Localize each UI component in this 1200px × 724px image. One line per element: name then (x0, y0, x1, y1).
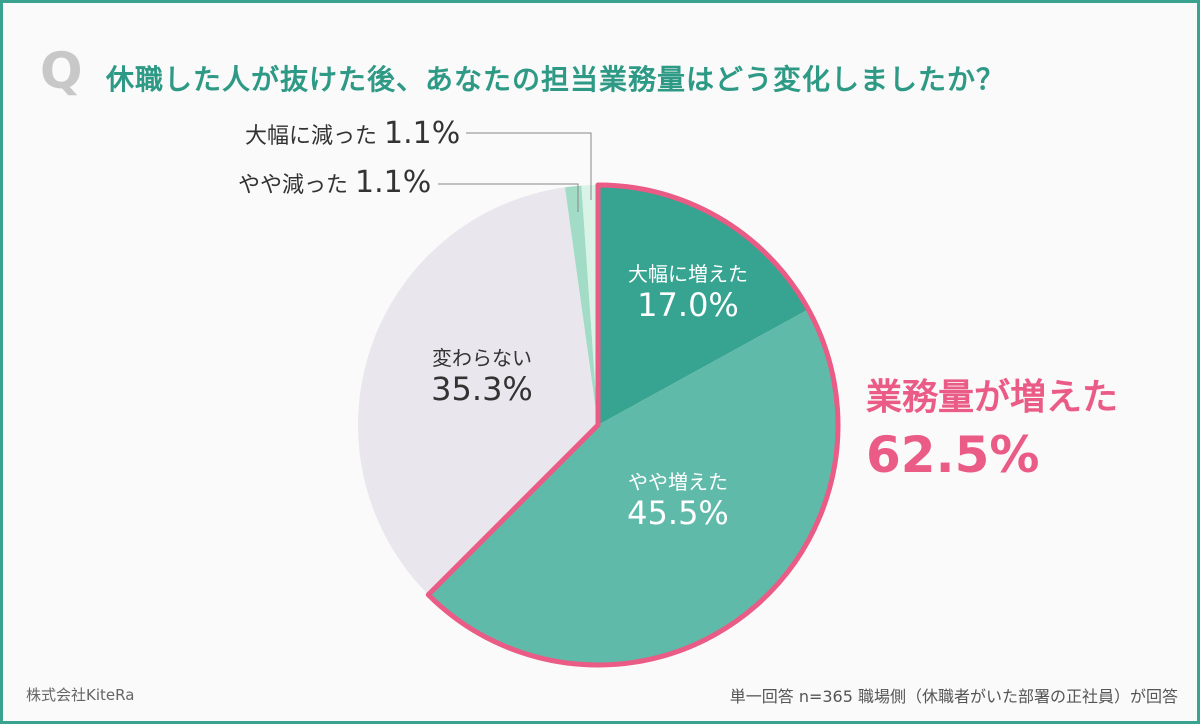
slice-label-0: 大幅に増えた 17.0% (598, 262, 778, 324)
question-mark-icon: Q (40, 42, 83, 100)
slice-name-4: 大幅に減った (245, 124, 378, 149)
survey-note: 単一回答 n=365 職場側（休職者がいた部署の正社員）が回答 (729, 687, 1178, 706)
slice-value-4: 1.1% (384, 116, 461, 151)
slice-label-1: やや増えた 45.5% (588, 470, 768, 532)
slice-label-3: やや減った 1.1% (238, 165, 431, 200)
slice-name-0: 大幅に増えた (628, 262, 748, 286)
slice-value-1: 45.5% (627, 494, 729, 532)
slice-value-2: 35.3% (431, 370, 533, 408)
slice-label-4: 大幅に減った 1.1% (245, 116, 460, 151)
slice-name-3: やや減った (238, 173, 349, 198)
pie-slice-2 (357, 187, 598, 595)
pie-slice-1 (428, 309, 839, 666)
highlight-name: 業務量が増えた (866, 377, 1119, 418)
slice-label-2: 変わらない 35.3% (392, 346, 572, 408)
leader-line-4 (466, 132, 592, 200)
highlight-value: 62.5% (866, 426, 1040, 484)
chart-title: 休職した人が抜けた後、あなたの担当業務量はどう変化しましたか？ (106, 63, 1006, 96)
pie-slice-4 (581, 185, 598, 425)
slice-value-0: 17.0% (637, 286, 739, 324)
slice-value-3: 1.1% (355, 165, 432, 200)
pie-slice-3 (564, 185, 598, 425)
highlight-label: 業務量が増えた 62.5% (866, 368, 1118, 484)
leader-line-3 (438, 183, 579, 212)
slice-name-1: やや増えた (628, 470, 728, 494)
brand: 株式会社KiteRa (26, 686, 135, 704)
slice-name-2: 変わらない (432, 346, 532, 370)
highlight-outline (425, 182, 841, 668)
